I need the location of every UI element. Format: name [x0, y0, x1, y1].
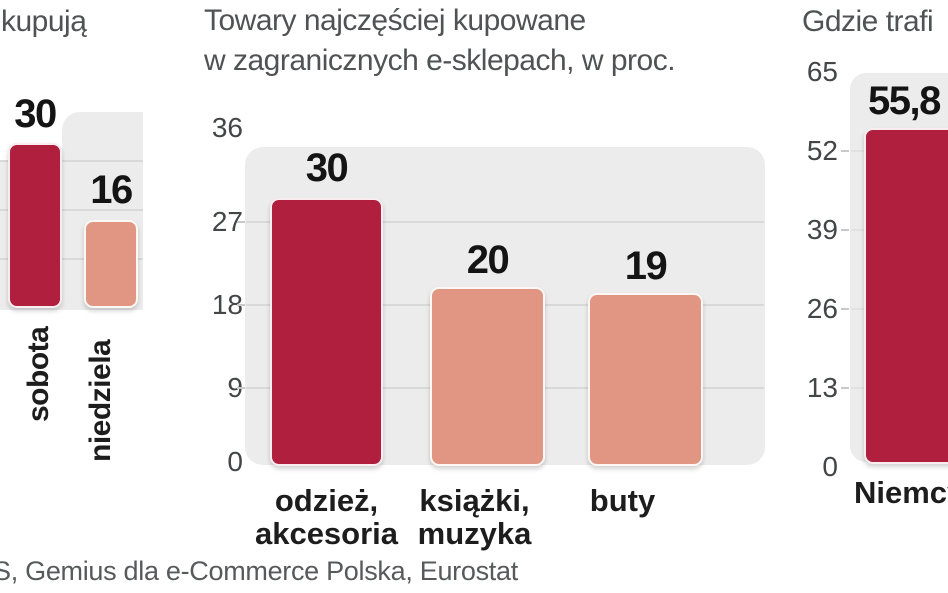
bar-value-label: 19 [624, 244, 668, 288]
gridline [0, 160, 143, 162]
bar-buty [588, 293, 703, 466]
source-credit: S, Gemius dla e-Commerce Polska, Eurosta… [0, 556, 518, 586]
y-tick-13: 13 [806, 372, 838, 403]
bar-niedziela [84, 220, 138, 308]
category-label-niemcy: Niemcy [854, 475, 948, 510]
chart-weekend-title: kupują [1, 5, 87, 38]
category-line: książki, [419, 483, 530, 518]
y-tick-18: 18 [211, 289, 243, 320]
gridline [0, 258, 143, 260]
category-label-odziez: odzież, akcesoria [243, 484, 410, 550]
category-label-buty: buty [530, 484, 715, 517]
tick-mark [841, 308, 849, 310]
plot-area [62, 112, 143, 162]
gridline [0, 209, 143, 211]
category-label-sobota: sobota [22, 326, 55, 422]
y-tick-52: 52 [806, 135, 838, 166]
category-line: muzyka [417, 516, 532, 551]
bar-niemcy [864, 128, 948, 464]
tick-mark [841, 387, 849, 389]
chart-destinations-title: Gdzie trafi [802, 5, 934, 38]
y-tick-0: 0 [822, 451, 838, 482]
title-line-2: w zagranicznych e-sklepach, w proc. [204, 44, 676, 77]
tick-mark [841, 229, 849, 231]
bar-sobota [8, 143, 62, 308]
y-tick-0: 0 [227, 446, 243, 477]
y-tick-65: 65 [806, 56, 838, 87]
bar-value-label: 16 [90, 168, 133, 212]
y-tick-9: 9 [227, 372, 243, 403]
category-line: buty [589, 483, 656, 518]
bar-value-label: 20 [466, 238, 510, 282]
category-label-niedziela: niedziela [84, 339, 117, 462]
bar-ksiazki-muzyka [430, 287, 545, 466]
category-label-ksiazki: książki, muzyka [391, 484, 558, 550]
y-tick-26: 26 [806, 293, 838, 324]
y-tick-39: 39 [806, 214, 838, 245]
bar-value-label: 30 [305, 146, 349, 190]
tick-mark [841, 150, 849, 152]
bar-value-label: 30 [14, 92, 57, 136]
bar-odziez-akcesoria [270, 198, 383, 466]
y-tick-36: 36 [211, 112, 243, 143]
y-tick-27: 27 [211, 206, 243, 237]
gridline [246, 221, 764, 223]
bar-value-label: 55,8 [868, 79, 941, 123]
chart-products-title: Towary najczęściej kupowane w zagraniczn… [204, 1, 676, 81]
category-line: odzież, [274, 483, 379, 518]
tick-mark [237, 304, 245, 306]
title-line-1: Towary najczęściej kupowane [204, 4, 586, 37]
tick-mark [237, 387, 245, 389]
category-line: akcesoria [254, 516, 399, 551]
tick-mark [237, 221, 245, 223]
